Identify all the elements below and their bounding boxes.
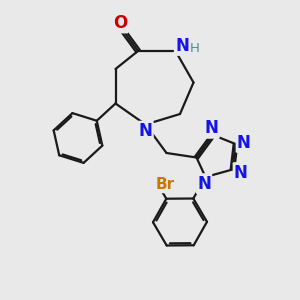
Text: N: N — [237, 134, 251, 152]
Text: N: N — [205, 119, 218, 137]
Text: N: N — [139, 122, 152, 140]
Text: N: N — [197, 175, 211, 193]
Text: N: N — [175, 37, 189, 55]
Text: H: H — [190, 42, 200, 55]
Text: O: O — [113, 14, 127, 32]
Text: N: N — [234, 164, 248, 181]
Text: Br: Br — [156, 177, 175, 192]
